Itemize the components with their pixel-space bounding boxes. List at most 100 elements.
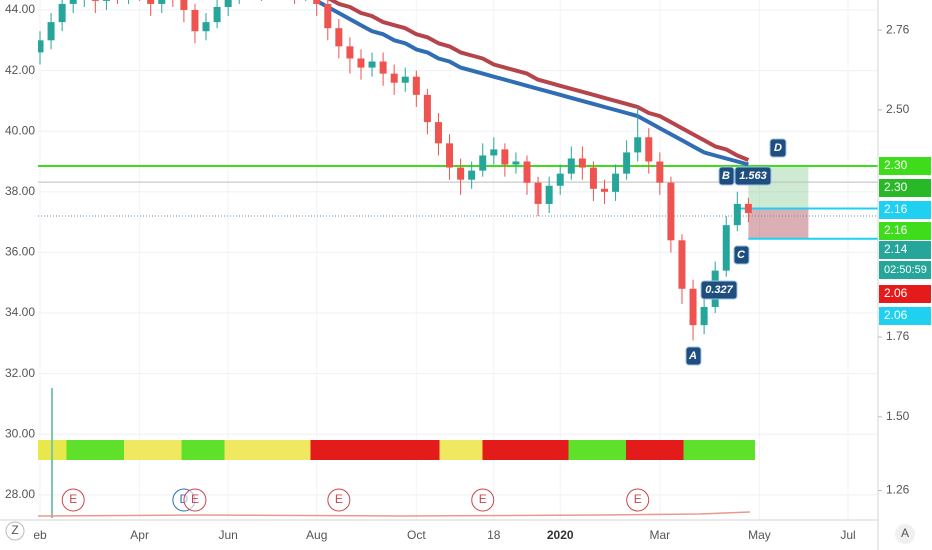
candle-body — [158, 0, 166, 4]
candle-body — [180, 0, 188, 10]
candle-body — [69, 0, 77, 4]
annotation: B — [722, 170, 730, 182]
candle-body — [38, 40, 44, 53]
candle-body — [423, 94, 431, 123]
candle-body — [700, 306, 708, 326]
y-tick-label: 34.00 — [5, 305, 35, 319]
candle-body — [446, 143, 454, 168]
candle-body — [412, 76, 420, 95]
candle-body — [313, 0, 321, 4]
tick-label-bg — [2, 244, 38, 261]
candle-body — [545, 185, 553, 204]
price-label-bg — [879, 261, 931, 279]
x-tick-label: Oct — [407, 528, 426, 542]
signal-strip — [38, 440, 755, 460]
annotation: 0.327 — [705, 284, 733, 296]
candle-body — [346, 46, 354, 59]
candle-body — [689, 288, 697, 326]
candle-body — [534, 182, 542, 204]
y2-tick-label: 1.50 — [886, 409, 910, 423]
x-tick-label: Aug — [306, 528, 327, 542]
y-tick-label: 36.00 — [5, 245, 35, 259]
candle-body — [390, 73, 398, 83]
x-tick-label: eb — [33, 528, 47, 542]
event-label: E — [634, 492, 642, 506]
price-label-bg — [879, 157, 931, 175]
tick-label-bg — [2, 1, 38, 18]
candle-body — [589, 167, 597, 189]
candle-body — [357, 58, 365, 68]
corner-button[interactable] — [5, 521, 25, 541]
candle-body — [434, 122, 442, 144]
y2-tick-label: 2.76 — [886, 22, 910, 36]
candle-body — [634, 137, 642, 153]
event-marker — [471, 488, 495, 512]
price-label: 2.30 — [884, 180, 908, 194]
annotation-box — [769, 138, 787, 158]
stop-zone — [748, 208, 809, 239]
candle-body — [678, 240, 686, 289]
candle-body — [401, 76, 409, 83]
corner-label[interactable]: Z — [11, 523, 18, 537]
event-label: E — [335, 492, 343, 506]
event-marker — [626, 488, 650, 512]
x-tick-label: 2020 — [547, 528, 574, 542]
x-tick-label: Apr — [130, 528, 149, 542]
corner-button[interactable] — [895, 524, 915, 544]
tick-label-bg — [2, 183, 38, 200]
candle-body — [667, 182, 675, 241]
y-tick-label: 28.00 — [5, 487, 35, 501]
price-label: 02:50:59 — [884, 264, 927, 276]
candle-body — [147, 0, 155, 4]
x-tick-label: May — [748, 528, 771, 542]
tick-label-bg — [2, 426, 38, 443]
candle-body — [479, 155, 487, 171]
tick-label-bg — [2, 123, 38, 140]
candle-body — [58, 3, 66, 23]
tick-label-bg — [2, 305, 38, 322]
price-label: 2.30 — [884, 158, 908, 172]
price-label: 2.06 — [884, 286, 908, 300]
price-label-bg — [879, 179, 931, 197]
candle-body — [600, 188, 608, 192]
event-label: E — [479, 492, 487, 506]
candle-body — [645, 137, 653, 162]
y2-tick-label: 1.26 — [886, 483, 910, 497]
annotation-box — [733, 245, 750, 265]
candle-body — [457, 167, 465, 180]
annotation-box — [700, 280, 738, 300]
event-label: E — [191, 492, 199, 506]
candle-body — [612, 173, 620, 192]
price-label: 2.06 — [884, 308, 908, 322]
annotation-box — [718, 166, 735, 186]
moving-average — [315, 0, 749, 167]
event-marker — [61, 488, 85, 512]
price-label-bg — [879, 241, 931, 259]
candle-body — [335, 28, 343, 47]
event-marker — [183, 488, 207, 512]
candle-body — [379, 61, 387, 74]
candle-body — [47, 22, 55, 41]
y-tick-label: 44.00 — [5, 2, 35, 16]
axes: 44.00 42.00 40.00 38.00 36.00 34.00 32.00 30.00… — [2, 1, 910, 542]
tick-label-bg — [2, 365, 38, 382]
corner-label[interactable]: A — [901, 526, 909, 540]
y-tick-label: 40.00 — [5, 123, 35, 137]
y-tick-label: 42.00 — [5, 63, 35, 77]
event-marker — [327, 488, 351, 512]
candle-body — [578, 158, 586, 168]
annotation: D — [774, 142, 782, 154]
annotation-box — [734, 166, 772, 186]
moving-average — [327, 0, 750, 162]
price-label: 2.16 — [884, 202, 908, 216]
plot — [38, 0, 878, 341]
candle-body — [623, 152, 631, 174]
x-tick-label: Jul — [840, 528, 855, 542]
y2-tick-label: 1.76 — [886, 329, 910, 343]
x-tick-label: Jun — [218, 528, 237, 542]
x-tick-label: 18 — [487, 528, 501, 542]
candle-body — [556, 173, 564, 186]
price-label: 2.16 — [884, 223, 908, 237]
